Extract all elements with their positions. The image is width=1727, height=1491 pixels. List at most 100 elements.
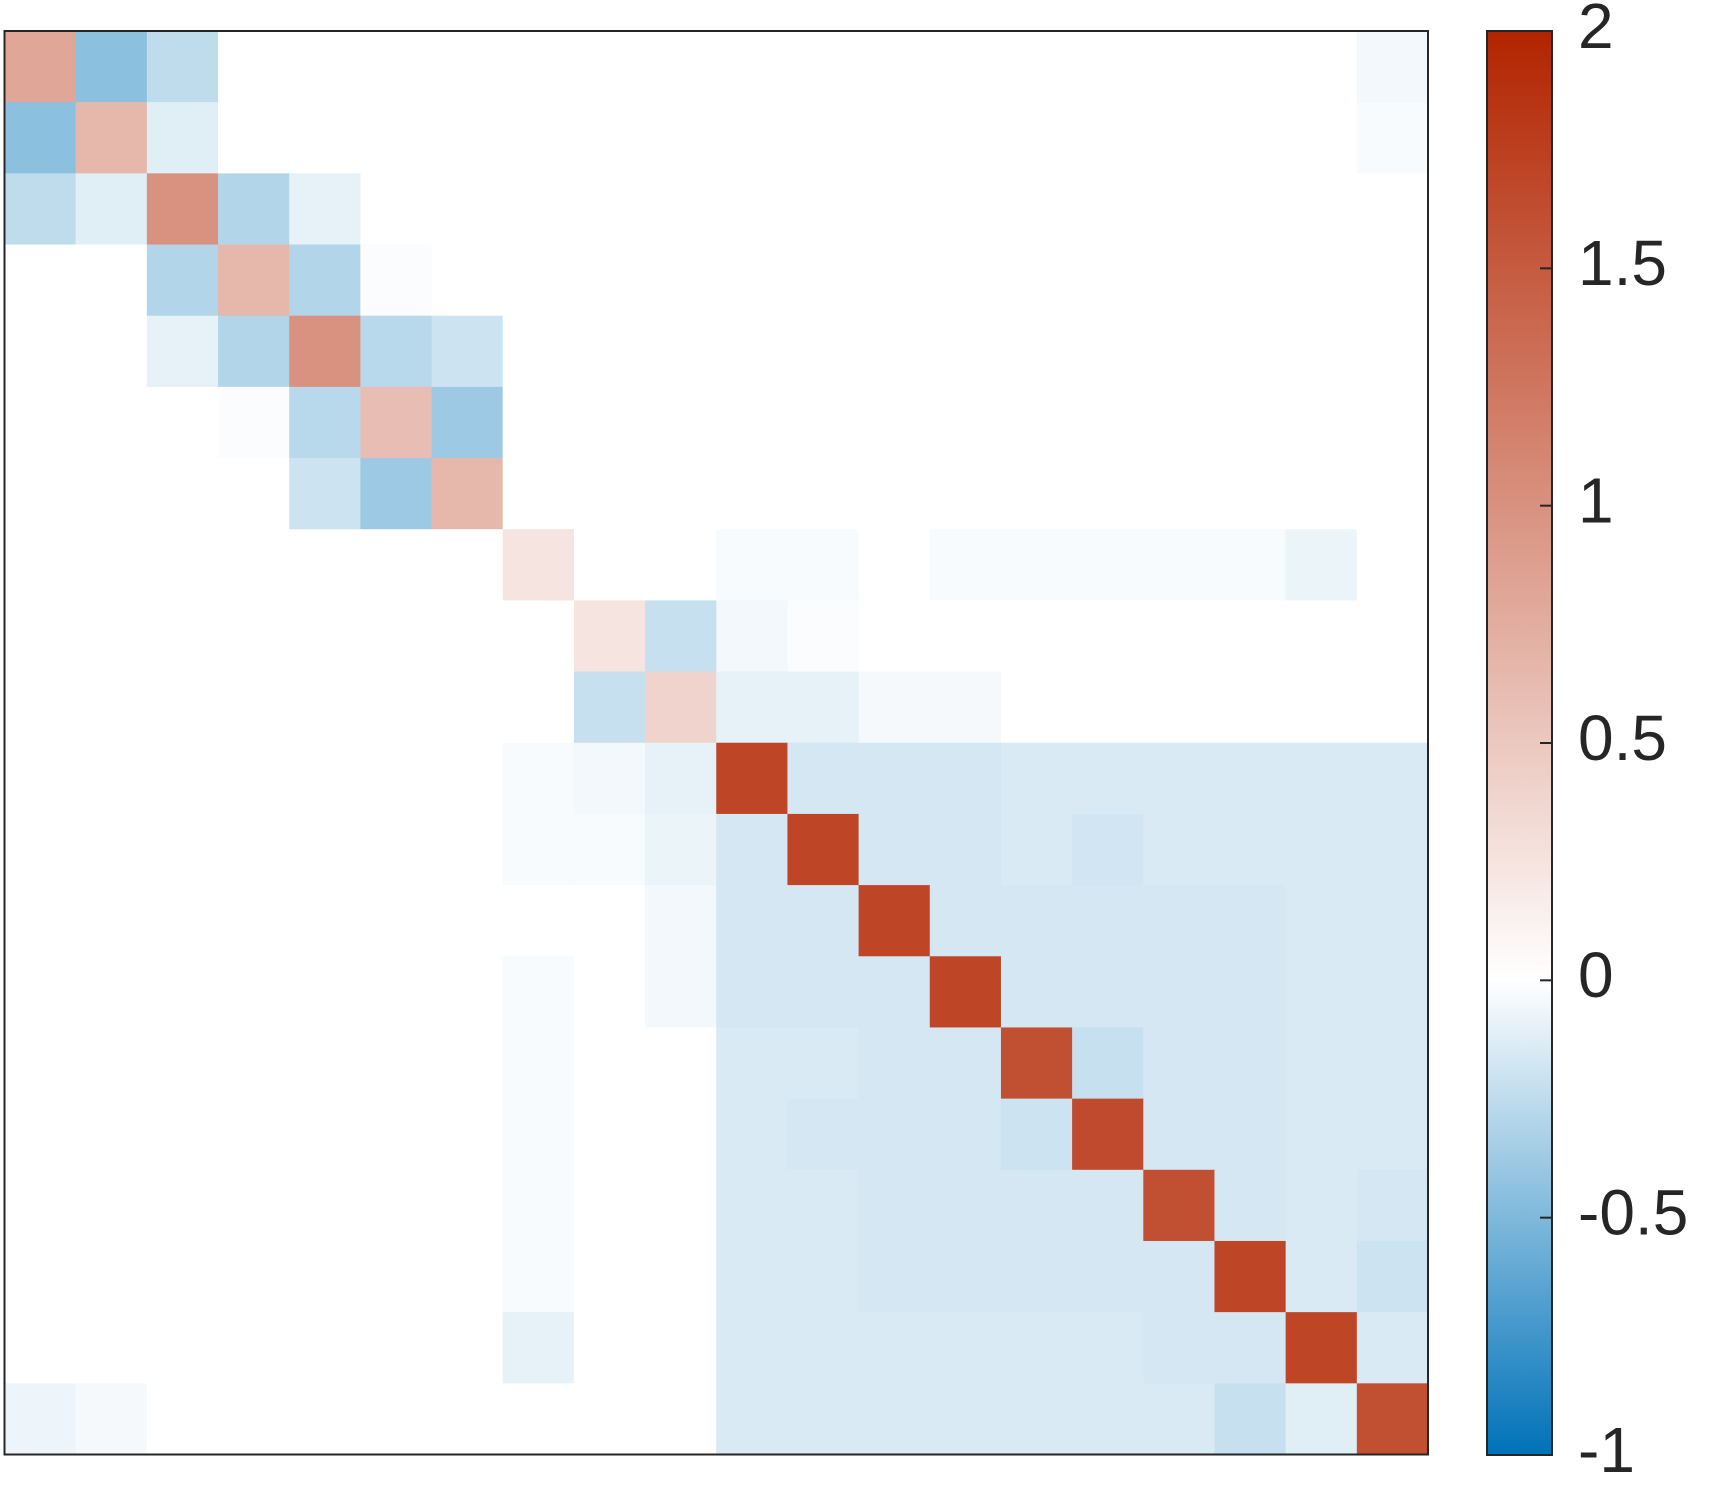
heatmap-cell	[1000, 31, 1073, 103]
heatmap-cell	[289, 1169, 361, 1242]
heatmap-cell	[1356, 1312, 1429, 1384]
heatmap-cell	[1072, 386, 1144, 459]
heatmap-cell	[218, 1312, 290, 1384]
heatmap-cell	[1285, 885, 1358, 957]
heatmap-cell	[1214, 315, 1287, 388]
heatmap-cell	[146, 1027, 219, 1100]
heatmap-cell	[502, 315, 575, 388]
heatmap-cell	[645, 1169, 717, 1242]
colorbar-tick-label: -0.5	[1578, 1177, 1688, 1249]
heatmap-cell	[858, 386, 931, 459]
heatmap-cell	[431, 102, 504, 174]
heatmap-cell	[1000, 173, 1073, 246]
heatmap-cell	[716, 885, 789, 957]
heatmap-cell	[1214, 31, 1287, 103]
heatmap-cell	[716, 1240, 789, 1313]
heatmap-cell	[146, 956, 219, 1029]
heatmap-cell	[502, 1383, 575, 1456]
heatmap-cell	[146, 386, 219, 459]
heatmap-cell	[573, 1098, 646, 1171]
heatmap-cell	[1356, 600, 1429, 673]
heatmap-cell	[289, 1383, 361, 1456]
heatmap-cell	[716, 600, 789, 673]
heatmap-cell	[1214, 600, 1287, 673]
heatmap-cell	[929, 956, 1002, 1029]
heatmap-cell	[1143, 1240, 1216, 1313]
heatmap-cell	[858, 1240, 931, 1313]
heatmap-cell	[645, 1312, 717, 1384]
heatmap-cell	[431, 956, 504, 1029]
heatmap-cell	[787, 1383, 860, 1456]
heatmap-cell	[787, 1169, 860, 1242]
heatmap-cell	[716, 386, 789, 459]
heatmap-cell	[289, 956, 361, 1029]
heatmap-cell	[360, 885, 433, 957]
heatmap-cell	[716, 31, 789, 103]
heatmap-cell	[431, 31, 504, 103]
heatmap-cell	[573, 813, 646, 886]
heatmap-cell	[502, 1169, 575, 1242]
heatmap-cell	[4, 1027, 77, 1100]
heatmap-cell	[929, 885, 1002, 957]
heatmap-cell	[1356, 173, 1429, 246]
heatmap-cell	[1072, 458, 1144, 530]
heatmap-cell	[218, 885, 290, 957]
heatmap-cell	[1285, 1240, 1358, 1313]
heatmap-cell	[75, 386, 148, 459]
heatmap-cell	[1143, 102, 1216, 174]
heatmap-cell	[787, 1098, 860, 1171]
heatmap-cell	[1214, 742, 1287, 815]
heatmap-cell	[146, 1240, 219, 1313]
heatmap-cell	[4, 813, 77, 886]
heatmap-cell	[1072, 1027, 1144, 1100]
heatmap-cell	[716, 1098, 789, 1171]
heatmap-cell	[929, 315, 1002, 388]
heatmap-cell	[716, 529, 789, 601]
heatmap-cell	[1000, 1312, 1073, 1384]
colorbar-tick-label: 2	[1578, 0, 1614, 62]
heatmap-cell	[4, 1312, 77, 1384]
heatmap-cell	[4, 315, 77, 388]
heatmap-cell	[1356, 1098, 1429, 1171]
heatmap-cell	[1072, 742, 1144, 815]
heatmap-cell	[716, 173, 789, 246]
heatmap-cell	[502, 529, 575, 601]
heatmap-cell	[1143, 813, 1216, 886]
heatmap-cell	[787, 458, 860, 530]
heatmap-cell	[1356, 1383, 1429, 1456]
heatmap-cell	[858, 458, 931, 530]
heatmap-cell	[218, 813, 290, 886]
colorbar-tick-label: 0.5	[1578, 702, 1667, 774]
heatmap-cell	[787, 671, 860, 744]
heatmap-cell	[75, 173, 148, 246]
colorbar-ticks: -1 -0.5 0 0.5 1 1.5 2	[1540, 0, 1688, 1486]
heatmap-cell	[1214, 529, 1287, 601]
heatmap-cell	[4, 885, 77, 957]
heatmap-cell	[1214, 1312, 1287, 1384]
heatmap-cell	[360, 600, 433, 673]
heatmap-cell	[360, 31, 433, 103]
heatmap-cell	[431, 1312, 504, 1384]
heatmap-cell	[502, 1098, 575, 1171]
heatmap-cell	[75, 600, 148, 673]
heatmap-cell	[1000, 1098, 1073, 1171]
heatmap-cell	[431, 742, 504, 815]
heatmap-cell	[1285, 956, 1358, 1029]
heatmap-cell	[645, 1383, 717, 1456]
heatmap-cell	[573, 315, 646, 388]
heatmap-cell	[289, 529, 361, 601]
heatmap-cell	[360, 742, 433, 815]
heatmap-cell	[289, 1098, 361, 1171]
heatmap-cell	[1143, 458, 1216, 530]
colorbar-tick-label: 1.5	[1578, 227, 1667, 299]
heatmap-cell	[645, 813, 717, 886]
heatmap-cell	[1072, 1240, 1144, 1313]
heatmap-cell	[787, 1240, 860, 1313]
heatmap-cell	[1356, 1169, 1429, 1242]
heatmap-cell	[858, 1312, 931, 1384]
heatmap-cell	[431, 386, 504, 459]
heatmap-cell	[1000, 742, 1073, 815]
heatmap-cell	[218, 1240, 290, 1313]
heatmap-cell	[1143, 1098, 1216, 1171]
